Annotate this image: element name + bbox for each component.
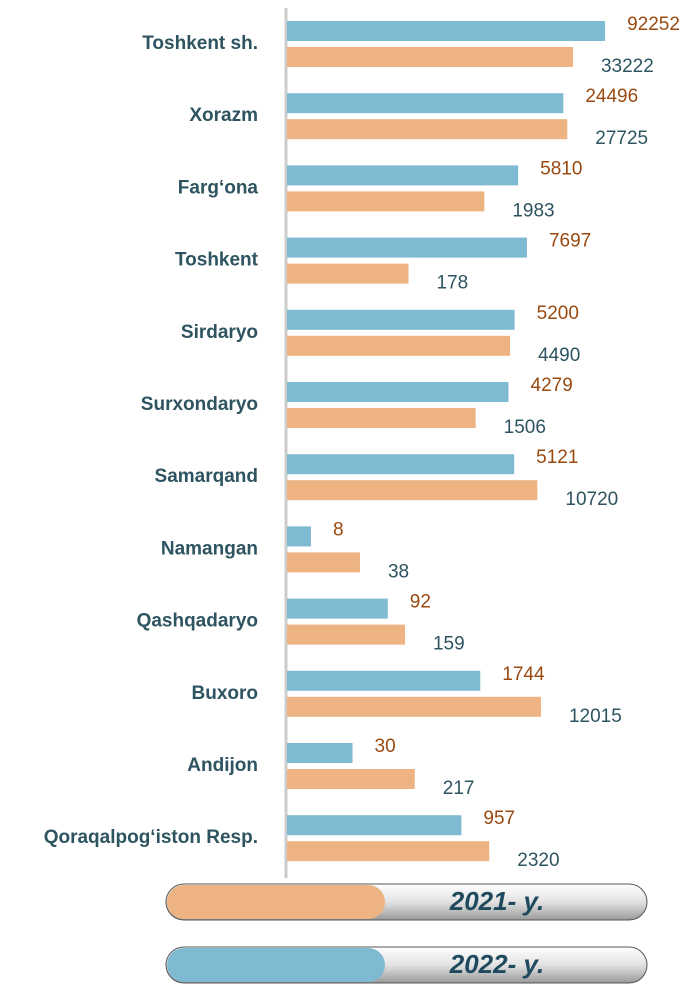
value-label: 4490 — [538, 345, 580, 366]
bar — [287, 21, 606, 41]
bar — [287, 696, 541, 717]
bar — [287, 237, 527, 258]
category-label: Namangan — [161, 538, 258, 559]
value-label: 30 — [375, 736, 396, 757]
value-label: 5810 — [540, 158, 582, 179]
value-label: 7697 — [549, 231, 591, 252]
category-label: Samarqand — [155, 466, 258, 487]
bar — [287, 191, 485, 212]
value-label: 4279 — [531, 375, 573, 396]
legend-swatch — [167, 885, 385, 919]
value-label: 10720 — [565, 489, 618, 510]
bar — [287, 815, 462, 836]
legend-swatch — [167, 948, 385, 982]
bar — [287, 335, 511, 356]
bar — [287, 769, 415, 789]
value-label: 957 — [483, 808, 515, 829]
bar — [287, 119, 568, 140]
value-label: 12015 — [569, 706, 622, 727]
category-label: Qoraqalpog‘iston Resp. — [44, 827, 258, 848]
legend-label: 2022- y. — [449, 949, 544, 979]
bar — [287, 454, 515, 475]
value-label: 1744 — [502, 664, 545, 685]
category-label: Farg‘ona — [178, 177, 259, 198]
value-label: 2320 — [517, 850, 559, 871]
value-label: 92 — [410, 592, 431, 613]
bar — [287, 480, 538, 501]
bar — [287, 382, 509, 402]
value-label: 92252 — [627, 14, 680, 35]
legend-label: 2021- y. — [449, 886, 544, 916]
value-label: 33222 — [601, 56, 654, 77]
bar — [287, 598, 388, 619]
value-label: 24496 — [585, 86, 638, 107]
value-label: 27725 — [595, 128, 648, 149]
bar — [287, 743, 353, 763]
bar — [287, 93, 564, 114]
value-label: 38 — [388, 561, 409, 582]
bar — [287, 263, 409, 284]
value-label: 1983 — [512, 200, 554, 221]
category-label: Buxoro — [192, 683, 259, 704]
bar — [287, 165, 519, 186]
bar — [287, 624, 405, 645]
value-label: 159 — [433, 634, 465, 655]
category-label: Toshkent — [175, 250, 259, 271]
bar — [287, 841, 490, 862]
category-label: Andijon — [187, 755, 258, 776]
bar — [287, 408, 476, 428]
value-label: 5121 — [536, 447, 578, 468]
value-label: 217 — [443, 778, 475, 799]
category-label: Xorazm — [189, 105, 258, 126]
category-label: Toshkent sh. — [142, 33, 258, 54]
value-label: 178 — [437, 273, 469, 294]
bar — [287, 47, 573, 67]
category-label: Qashqadaryo — [137, 611, 258, 632]
value-label: 8 — [333, 519, 344, 540]
value-label: 1506 — [504, 417, 546, 438]
category-label: Sirdaryo — [181, 322, 258, 343]
bar — [287, 526, 311, 547]
bar — [287, 552, 360, 573]
category-label: Surxondaryo — [141, 394, 258, 415]
bar — [287, 309, 515, 330]
value-label: 5200 — [537, 303, 579, 324]
bar — [287, 670, 481, 691]
